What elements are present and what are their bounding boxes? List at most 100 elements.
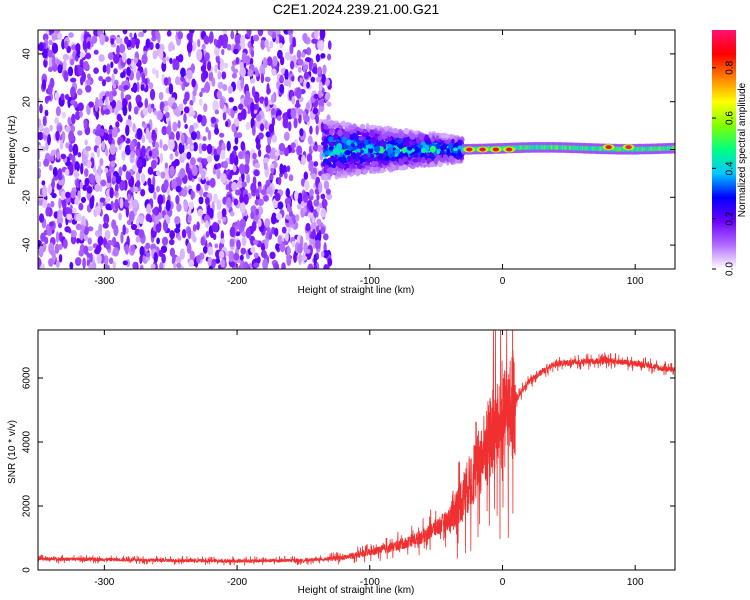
spectrogram-cell <box>58 197 62 210</box>
spectrogram-cell <box>100 90 106 97</box>
spectrogram-cell <box>316 144 323 152</box>
spectrogram-cell <box>311 38 318 44</box>
spectrogram-cell <box>55 130 60 141</box>
spectrogram-cell <box>120 231 124 244</box>
spectrogram-cell <box>250 49 255 58</box>
spectrogram-cell <box>97 235 104 246</box>
spectrogram-cell <box>225 184 230 191</box>
spectrogram-cell <box>168 139 175 151</box>
spectrogram-cell <box>257 218 262 228</box>
spectrogram-cell <box>277 176 282 186</box>
spectrogram-cell <box>50 155 55 162</box>
spectrogram-cell <box>201 43 206 50</box>
spectrogram-cell <box>145 127 150 140</box>
spectrogram-cell <box>222 160 228 169</box>
spectrogram-cell <box>392 161 399 166</box>
spectrogram-cell <box>108 257 114 265</box>
spectrogram-cell <box>314 30 319 40</box>
spectrogram-cell <box>456 151 462 156</box>
spectrogram-cell <box>111 126 118 138</box>
spectrogram-cell <box>145 252 151 258</box>
spectrogram-cell <box>205 230 210 238</box>
spectrogram-cell <box>49 124 53 132</box>
spectrogram-cell <box>83 60 89 71</box>
spectrogram-cell <box>120 72 125 79</box>
spectrogram-cell <box>165 199 171 212</box>
spectrogram-cell <box>65 142 69 149</box>
spectrogram-cell <box>142 106 149 116</box>
spectrogram-cell <box>340 156 347 163</box>
colorbar-tick-label: 0.6 <box>725 111 736 125</box>
spectrogram-cell <box>178 142 183 155</box>
spectrogram-cell <box>313 93 319 100</box>
spectrogram-cell <box>442 143 447 150</box>
spectrogram-cell <box>81 215 86 226</box>
spectrogram-cell <box>142 30 147 34</box>
x-tick-label: 0 <box>500 577 506 588</box>
spectrogram-cell <box>322 249 330 259</box>
spectrogram-cell <box>153 251 158 264</box>
spectrogram-cell <box>169 165 175 176</box>
spectrogram-cell <box>79 58 84 67</box>
spectrogram-cell <box>255 142 261 150</box>
spectrogram-cell <box>72 143 79 156</box>
spectrogram-cell <box>114 183 119 193</box>
spectrogram-cell <box>385 155 390 162</box>
spectrogram-cell <box>255 69 259 78</box>
spectrogram-cell <box>62 53 70 61</box>
spectrogram-cell <box>358 135 364 141</box>
spectrogram-cell <box>203 103 208 113</box>
spectrogram-cell <box>279 83 285 94</box>
spectrogram-cell <box>85 84 92 93</box>
spectrogram-cell <box>82 257 86 269</box>
spectrogram-cell <box>218 250 225 259</box>
spectrogram-cell <box>362 128 368 134</box>
spectrogram-cell <box>279 163 284 175</box>
spectrogram-cell <box>124 36 129 45</box>
spectrogram-cell <box>159 101 165 112</box>
spectrogram-cell <box>277 235 283 245</box>
spectrogram-cell <box>239 218 246 229</box>
spectrogram-cell <box>241 230 247 238</box>
spectrogram-cell <box>222 216 226 223</box>
spectrogram-cell <box>227 173 233 180</box>
spectrogram-cell <box>221 71 227 80</box>
spectrogram-cell <box>307 212 313 219</box>
spectrogram-cell <box>69 261 74 269</box>
spectrogram-cell <box>302 64 309 71</box>
spectrogram-cell <box>121 150 126 161</box>
spectrogram-cell <box>122 51 127 63</box>
spectrogram-cell <box>219 61 224 72</box>
spectrogram-cell <box>94 183 101 192</box>
spectrogram-cell <box>93 67 99 74</box>
spectrogram-cell <box>416 138 421 143</box>
spectrogram-cell <box>47 49 53 58</box>
spectrogram-cell <box>70 190 76 199</box>
spectrogram-cell <box>290 142 296 149</box>
spectrogram-cell <box>243 97 249 107</box>
spectrogram-cell <box>145 242 151 250</box>
spectrogram-cell <box>179 248 186 260</box>
spectrogram-cell <box>355 168 362 176</box>
spectrogram-cell <box>211 77 216 87</box>
spectrogram-cell <box>76 237 80 244</box>
spectrogram-cell <box>162 144 169 152</box>
spectrogram-cell <box>311 67 318 74</box>
spectrogram-cell <box>75 223 82 231</box>
spectrogram-cell <box>54 91 60 101</box>
spectrogram-cell <box>229 152 235 165</box>
spectrogram-cell <box>109 187 114 199</box>
spectrogram-cell <box>327 257 333 267</box>
spectrogram-cell <box>65 191 71 199</box>
spectrogram-cell <box>187 227 192 240</box>
spectrogram-cell <box>110 61 114 69</box>
spectrogram-cell <box>234 136 239 145</box>
spectrogram-cell <box>312 107 319 115</box>
spectrogram-cell <box>296 145 303 156</box>
spectrogram-marks <box>38 30 675 269</box>
spectrogram-cell <box>159 49 164 60</box>
spectrogram-cell <box>64 168 70 176</box>
spectrogram-cell <box>315 125 319 136</box>
spectrogram-cell <box>315 114 319 125</box>
spectrogram-cell <box>249 78 256 84</box>
